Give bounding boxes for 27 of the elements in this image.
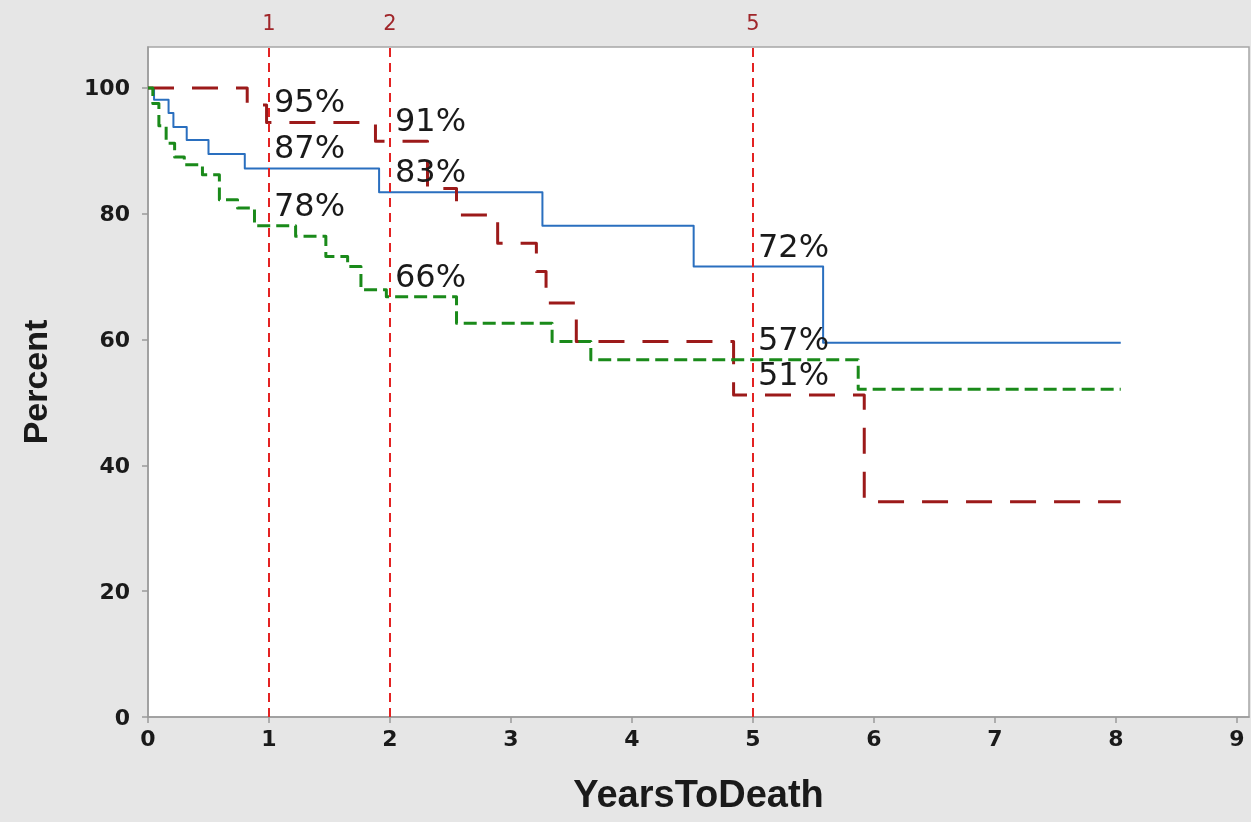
annotation: 91%	[394, 101, 467, 140]
x-tick-label: 8	[1108, 725, 1124, 751]
ref-line-label: 5	[746, 10, 760, 35]
ref-line-label: 2	[383, 10, 397, 35]
x-tick-label: 4	[624, 725, 640, 751]
y-tick-label: 80	[99, 201, 130, 227]
annotation: 72%	[757, 226, 830, 265]
y-tick-label: 100	[84, 75, 130, 101]
x-tick-label: 6	[866, 725, 882, 751]
y-axis-title: Percent	[16, 319, 54, 445]
annotation: 87%	[273, 128, 346, 167]
x-tick-label: 0	[140, 725, 156, 751]
x-tick-label: 3	[503, 725, 519, 751]
annotation: 66%	[394, 256, 467, 295]
annotation: 78%	[273, 185, 346, 224]
x-tick-label: 9	[1229, 725, 1245, 751]
ref-line-label: 1	[262, 10, 276, 35]
annotation: 95%	[273, 82, 346, 121]
y-tick-label: 40	[99, 452, 130, 478]
x-tick-label: 1	[261, 725, 277, 751]
y-tick-label: 60	[99, 327, 130, 353]
x-tick-label: 7	[987, 725, 1003, 751]
x-axis-title: YearsToDeath	[573, 773, 824, 815]
x-tick-label: 2	[382, 725, 398, 751]
x-tick-label: 5	[745, 725, 761, 751]
y-tick-label: 20	[99, 578, 130, 604]
y-tick-label: 0	[114, 704, 130, 730]
